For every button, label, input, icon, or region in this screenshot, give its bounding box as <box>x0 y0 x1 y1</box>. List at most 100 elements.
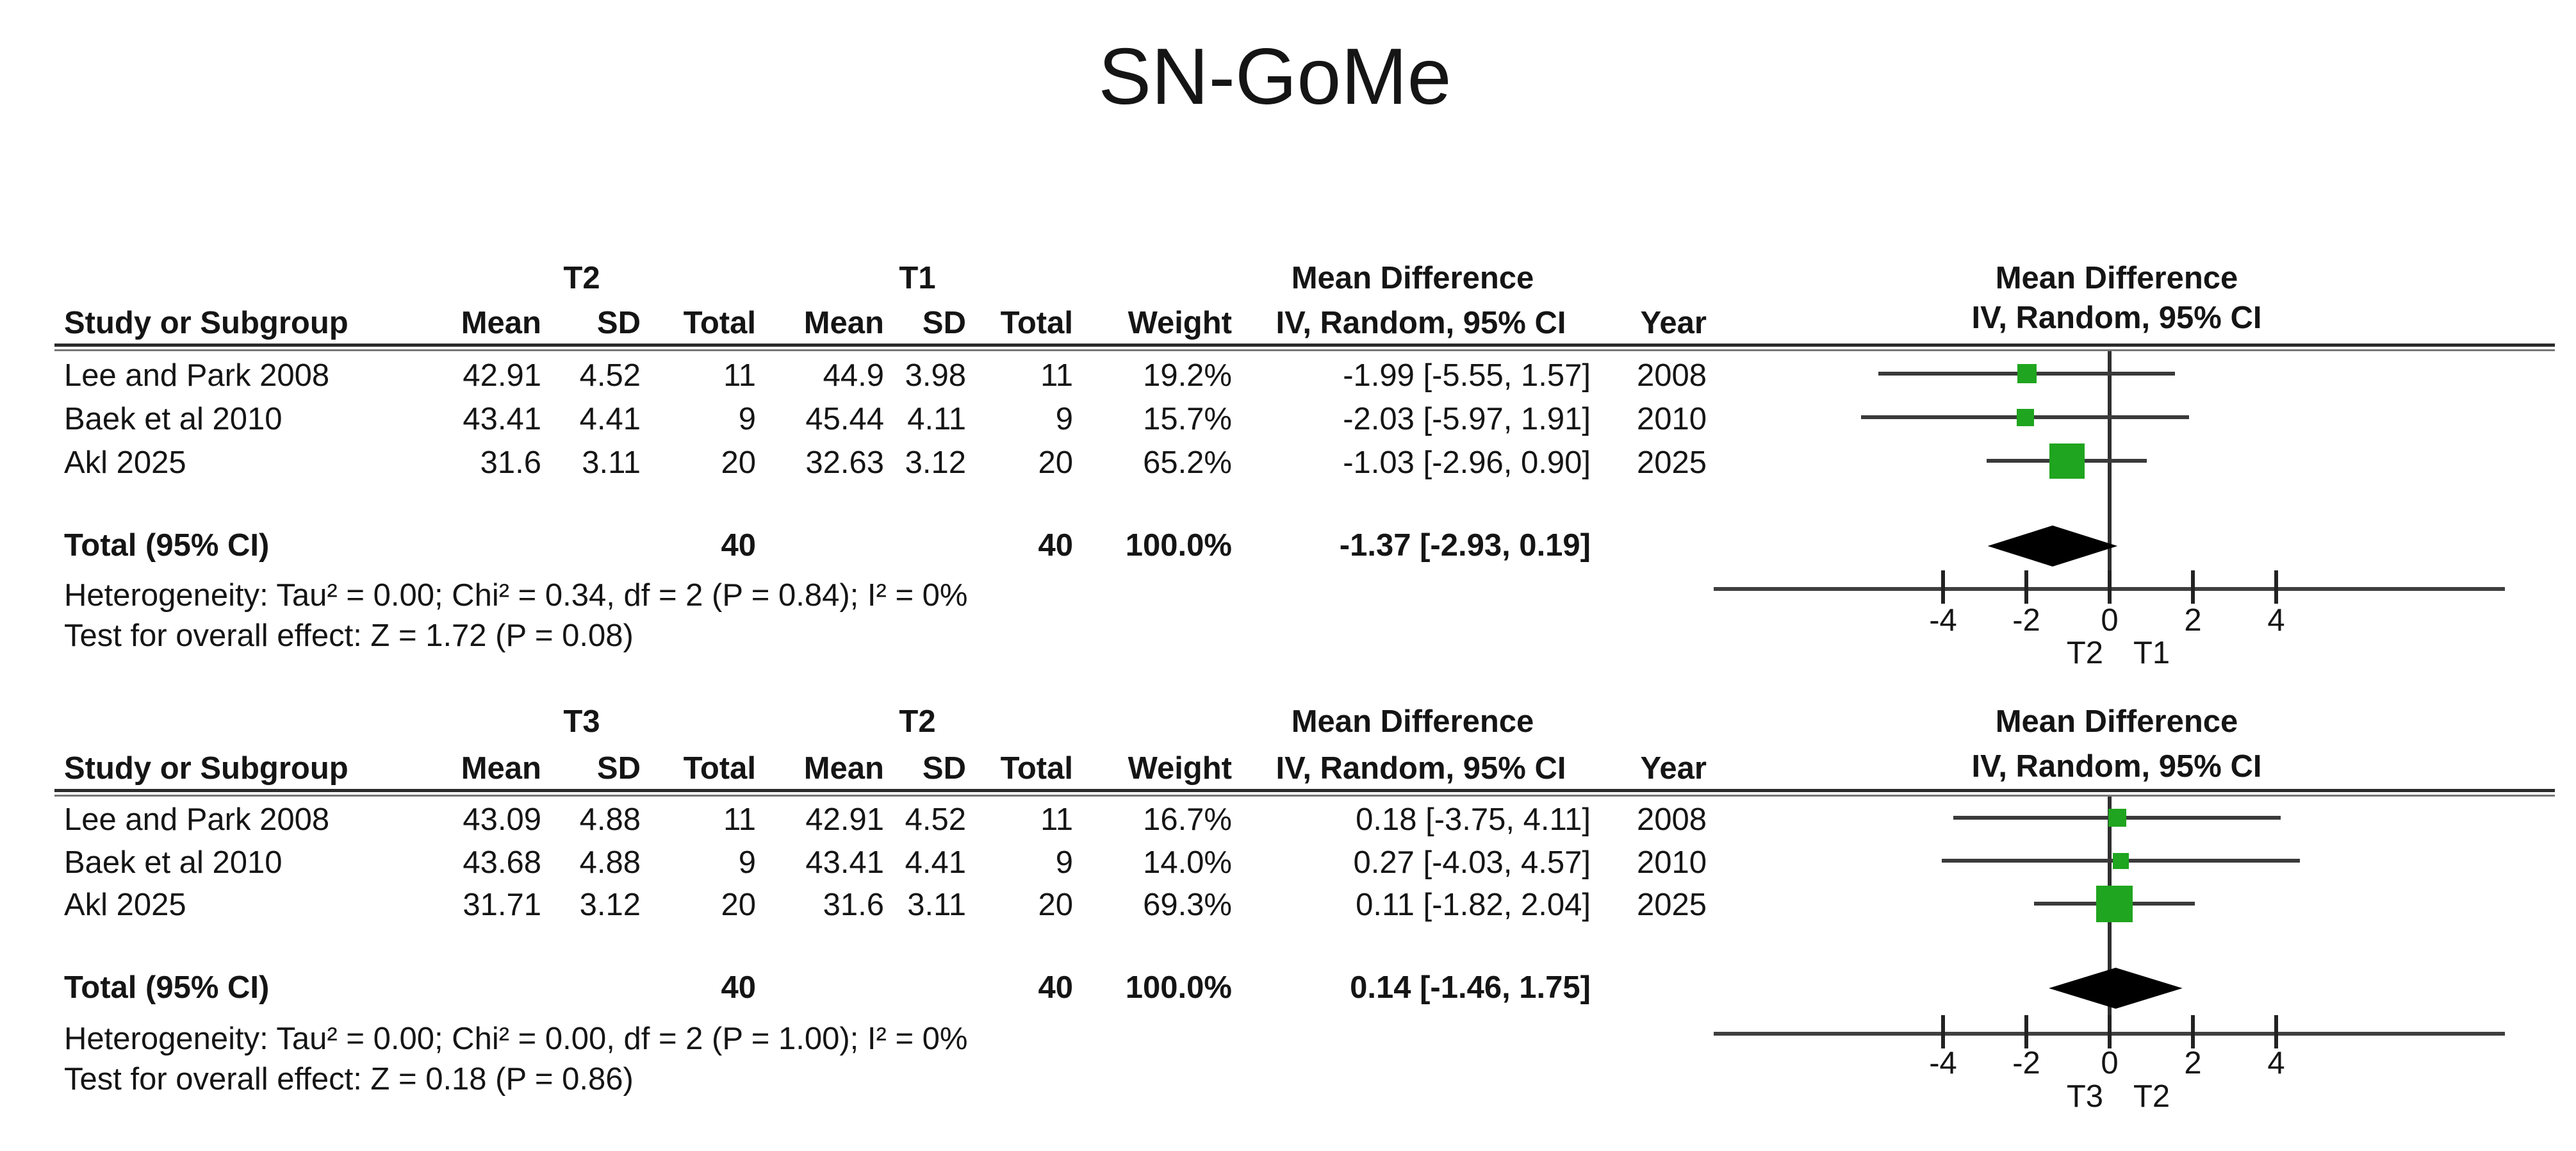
p2-row2-sd1: 4.88 <box>579 845 641 880</box>
p2-row3-total2: 20 <box>1038 888 1073 922</box>
p1-row3-ci: -1.03 [-2.96, 0.90] <box>1343 445 1591 480</box>
p1-tick-5 <box>2274 570 2278 604</box>
p1-row1-ci: -1.99 [-5.55, 1.57] <box>1343 358 1591 393</box>
p1-tick-4 <box>2191 570 2195 604</box>
p1-row1-weight: 19.2% <box>1143 358 1232 393</box>
p2-row2-ci: 0.27 [-4.03, 4.57] <box>1353 845 1591 880</box>
p1-total-n1: 40 <box>721 528 756 563</box>
p2-row1-sd2: 4.52 <box>905 802 966 837</box>
p1-row1-mean2: 44.9 <box>823 358 884 393</box>
effect-square <box>2108 809 2126 827</box>
p2-row3-sd1: 3.12 <box>579 888 641 922</box>
p1-favours-right-label: T1 <box>2133 636 2170 670</box>
p1-total-weight: 100.0% <box>1125 528 1232 563</box>
p2-tick-1 <box>1941 1015 1945 1048</box>
p1-row3-study: Akl 2025 <box>64 445 186 480</box>
p1-header-rule <box>54 344 2555 347</box>
p1-row3-mean2: 32.63 <box>805 445 884 480</box>
p1-row2-total1: 9 <box>738 402 756 436</box>
p1-zero-line <box>2108 351 2112 591</box>
p1-header-rule-echo <box>54 349 2555 351</box>
p1-col-sd2: SD <box>922 306 966 340</box>
p2-row1-study: Lee and Park 2008 <box>64 802 330 837</box>
p1-tick-label-1: -4 <box>1929 603 1957 638</box>
effect-square <box>2113 853 2129 869</box>
p2-row2-year: 2010 <box>1636 845 1707 880</box>
p2-total-ci: 0.14 [-1.46, 1.75] <box>1350 970 1591 1005</box>
p1-plot-effect-subheader: IV, Random, 95% CI <box>1971 301 2262 335</box>
p2-row3-total1: 20 <box>721 888 756 922</box>
p1-col-total1: Total <box>683 306 756 340</box>
p2-header-rule <box>54 789 2555 792</box>
p1-col-total2: Total <box>1000 306 1073 340</box>
p2-total-n2: 40 <box>1038 970 1073 1005</box>
p1-effect-header: Mean Difference <box>1291 261 1534 295</box>
p2-row3-study: Akl 2025 <box>64 888 186 922</box>
p1-row3-year: 2025 <box>1636 445 1707 480</box>
p2-tick-5 <box>2274 1015 2278 1048</box>
p1-col-year: Year <box>1640 306 1707 340</box>
p2-col-total1: Total <box>683 751 756 786</box>
effect-square <box>2017 409 2034 426</box>
p1-row1-sd1: 4.52 <box>579 358 641 393</box>
figure-title: SN-GoMe <box>1098 33 1452 121</box>
p2-tick-label-1: -4 <box>1929 1046 1957 1081</box>
p1-row3-total1: 20 <box>721 445 756 480</box>
p2-col-ci: IV, Random, 95% CI <box>1276 751 1566 786</box>
p1-tick-3 <box>2108 570 2112 604</box>
p1-row2-year: 2010 <box>1636 402 1707 436</box>
effect-square <box>2096 886 2133 922</box>
p1-row2-mean2: 45.44 <box>805 402 884 436</box>
p1-row2-ci: -2.03 [-5.97, 1.91] <box>1343 402 1591 436</box>
p1-tick-label-2: -2 <box>2012 603 2040 638</box>
p1-row2-mean1: 43.41 <box>463 402 541 436</box>
p2-group2-header: T2 <box>899 704 936 739</box>
p2-row3-mean1: 31.71 <box>463 888 541 922</box>
p1-row1-total1: 11 <box>723 358 756 393</box>
p1-tick-label-5: 4 <box>2267 603 2285 638</box>
p2-row1-mean2: 42.91 <box>805 802 884 837</box>
p1-group2-header: T1 <box>899 261 936 295</box>
p2-row3-mean2: 31.6 <box>823 888 884 922</box>
p2-col-mean1: Mean <box>461 751 541 786</box>
p2-overall-test: Test for overall effect: Z = 0.18 (P = 0… <box>64 1062 634 1097</box>
p2-row2-total2: 9 <box>1055 845 1073 880</box>
p2-row2-mean1: 43.68 <box>463 845 541 880</box>
p1-row2-study: Baek et al 2010 <box>64 402 283 436</box>
p2-tick-label-2: -2 <box>2012 1046 2040 1081</box>
effect-square <box>2049 443 2085 479</box>
p2-plot-effect-subheader: IV, Random, 95% CI <box>1971 749 2262 784</box>
p1-row3-sd1: 3.11 <box>582 445 641 480</box>
p2-tick-label-5: 4 <box>2267 1046 2285 1081</box>
p2-tick-3 <box>2108 1015 2112 1048</box>
p1-total-ci: -1.37 [-2.93, 0.19] <box>1339 528 1591 563</box>
p2-row1-total1: 11 <box>723 802 756 837</box>
p2-plot-effect-header: Mean Difference <box>1995 704 2238 739</box>
p1-heterogeneity: Heterogeneity: Tau² = 0.00; Chi² = 0.34,… <box>64 578 968 613</box>
p2-tick-label-4: 2 <box>2184 1046 2202 1081</box>
p2-col-total2: Total <box>1000 751 1073 786</box>
p1-total-label: Total (95% CI) <box>64 528 270 563</box>
p1-overall-test: Test for overall effect: Z = 1.72 (P = 0… <box>64 618 634 653</box>
p2-row3-weight: 69.3% <box>1143 888 1232 922</box>
p1-plot-effect-header: Mean Difference <box>1995 261 2238 295</box>
p2-total-weight: 100.0% <box>1125 970 1232 1005</box>
p2-tick-2 <box>2024 1015 2028 1048</box>
p2-header-rule-echo <box>54 795 2555 797</box>
p1-row2-sd1: 4.41 <box>579 402 641 436</box>
summary-diamond <box>2049 968 2183 1009</box>
p2-total-n1: 40 <box>721 970 756 1005</box>
p1-tick-label-3: 0 <box>2101 603 2119 638</box>
p1-row3-total2: 20 <box>1038 445 1073 480</box>
p2-row1-sd1: 4.88 <box>579 802 641 837</box>
p1-total-n2: 40 <box>1038 528 1073 563</box>
p2-col-weight: Weight <box>1128 751 1232 786</box>
p2-row3-sd2: 3.11 <box>907 888 966 922</box>
p1-group1-header: T2 <box>563 261 600 295</box>
p1-row3-mean1: 31.6 <box>480 445 541 480</box>
p1-row1-year: 2008 <box>1636 358 1707 393</box>
p2-favours-left-label: T3 <box>2066 1079 2103 1114</box>
p2-tick-4 <box>2191 1015 2195 1048</box>
p2-row1-weight: 16.7% <box>1143 802 1232 837</box>
